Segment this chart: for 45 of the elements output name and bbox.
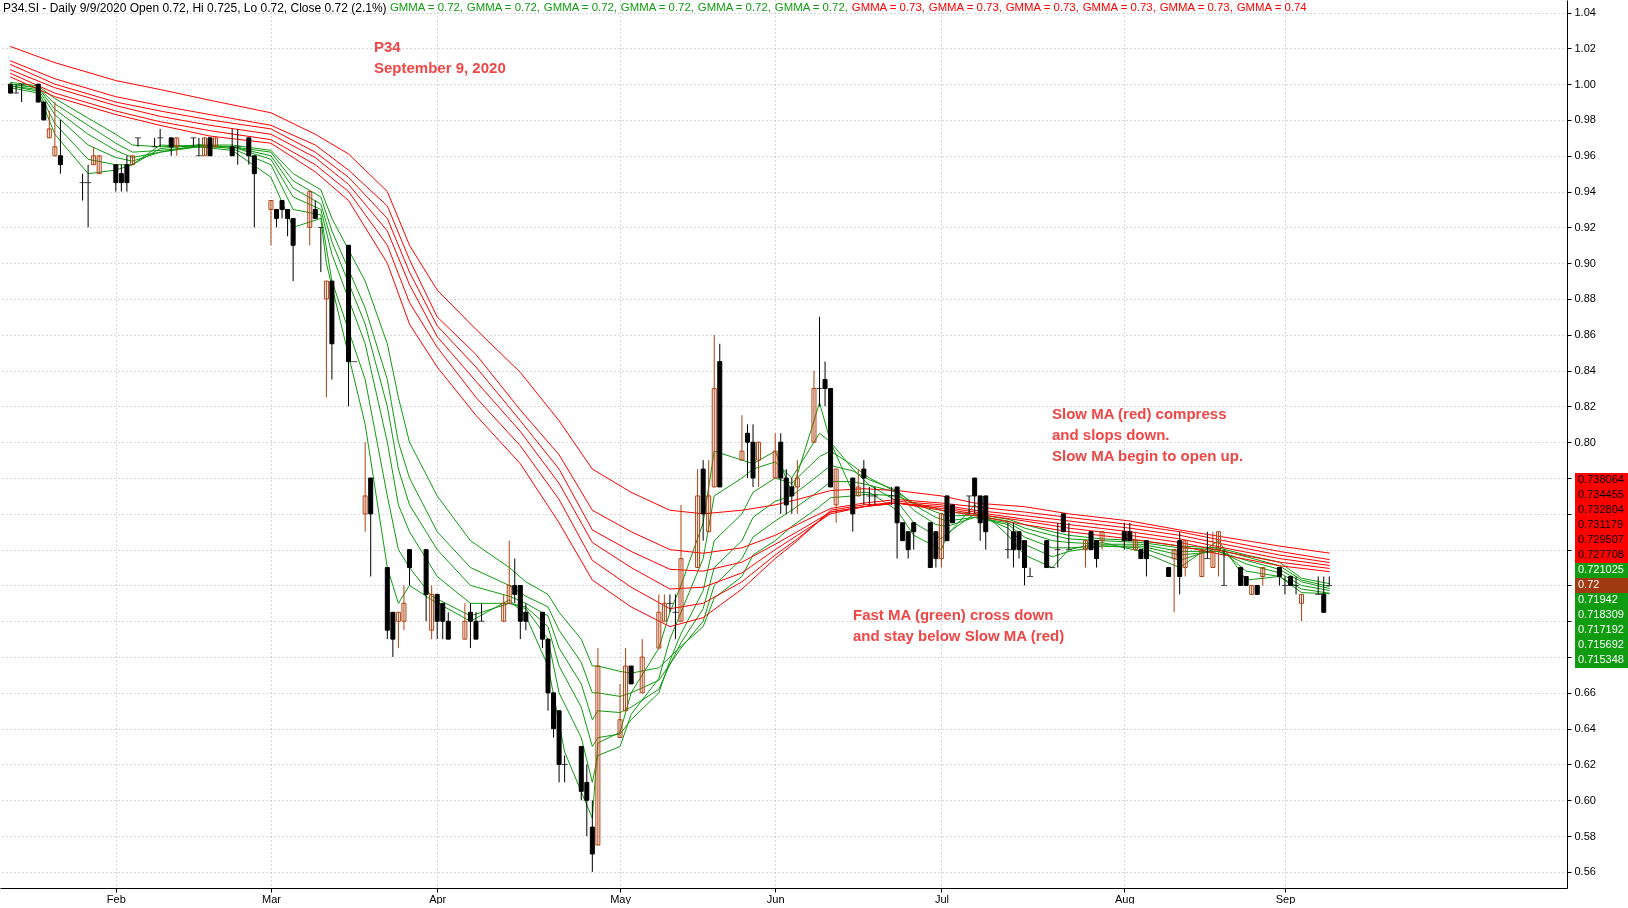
annotation: Slow MA (red) compress and slops down. Slow MA begin to open up. — [1052, 405, 1244, 464]
text: 0.738064 — [1578, 473, 1624, 486]
y-tick-label: 1.00 — [1574, 77, 1596, 90]
y-tick-label: 0.92 — [1574, 220, 1596, 233]
text: 0.715692 — [1578, 638, 1624, 651]
text: 0.71942 — [1578, 593, 1618, 606]
y-tick-label: 0.64 — [1574, 722, 1596, 735]
y-tick-label: 0.94 — [1574, 185, 1596, 198]
y-tick-label: 0.96 — [1574, 149, 1596, 162]
text: GMMA = 0.72, GMMA = 0.72, GMMA = 0.72, GMMA = 0.72, GMMA = 0.72, GMMA = 0.72, GMMA = 0.73, GMMA = 0.73, GMMA = 0.73, GMMA = 0.73, GMMA = 0.73, GMMA = 0.74 — [389, 1, 1307, 13]
text: 0.715348 — [1578, 653, 1624, 666]
x-tick-label: Mar — [261, 892, 282, 905]
text: 0.734455 — [1578, 488, 1624, 501]
x-tick-label: Sep — [1275, 892, 1296, 905]
x-tick-label: Aug — [1114, 892, 1135, 905]
x-tick-label: Feb — [106, 892, 126, 905]
x-tick-label: May — [610, 892, 632, 905]
x-tick-label: Jul — [934, 892, 949, 905]
y-tick-label: 0.98 — [1574, 113, 1596, 126]
y-tick-label: 0.88 — [1574, 292, 1596, 305]
text: 0.731179 — [1578, 518, 1624, 531]
y-tick-label: 0.90 — [1574, 256, 1596, 269]
y-tick-label: 0.86 — [1574, 328, 1596, 341]
x-tick-label: Apr — [429, 892, 447, 905]
annotation: Fast MA (green) cross down and stay below Slow MA (red) — [853, 606, 1065, 644]
text: 0.72 — [1578, 578, 1600, 591]
text: 0.729507 — [1578, 533, 1624, 546]
y-tick-label: 0.56 — [1574, 865, 1596, 878]
y-tick-label: 0.82 — [1574, 399, 1596, 412]
annotation: P34 September 9, 2020 — [374, 38, 506, 76]
text: 0.721025 — [1578, 563, 1624, 576]
y-tick-label: 1.04 — [1574, 6, 1596, 19]
x-tick-label: Jun — [766, 892, 785, 905]
text: 0.718309 — [1578, 608, 1624, 621]
chart-title: P34.SI - Daily 9/9/2020 Open 0.72, Hi 0.725, Lo 0.72, Close 0.72 (2.1%) — [3, 1, 387, 15]
y-tick-label: 0.58 — [1574, 829, 1596, 842]
text: 0.727708 — [1578, 548, 1624, 561]
y-tick-label: 0.60 — [1574, 793, 1596, 806]
text: 0.732804 — [1578, 503, 1624, 516]
y-tick-label: 0.66 — [1574, 686, 1596, 699]
y-tick-label: 0.84 — [1574, 364, 1596, 377]
y-tick-label: 0.80 — [1574, 435, 1596, 448]
y-tick-label: 0.62 — [1574, 757, 1596, 770]
text: 0.717192 — [1578, 623, 1624, 636]
y-tick-label: 1.02 — [1574, 41, 1596, 54]
